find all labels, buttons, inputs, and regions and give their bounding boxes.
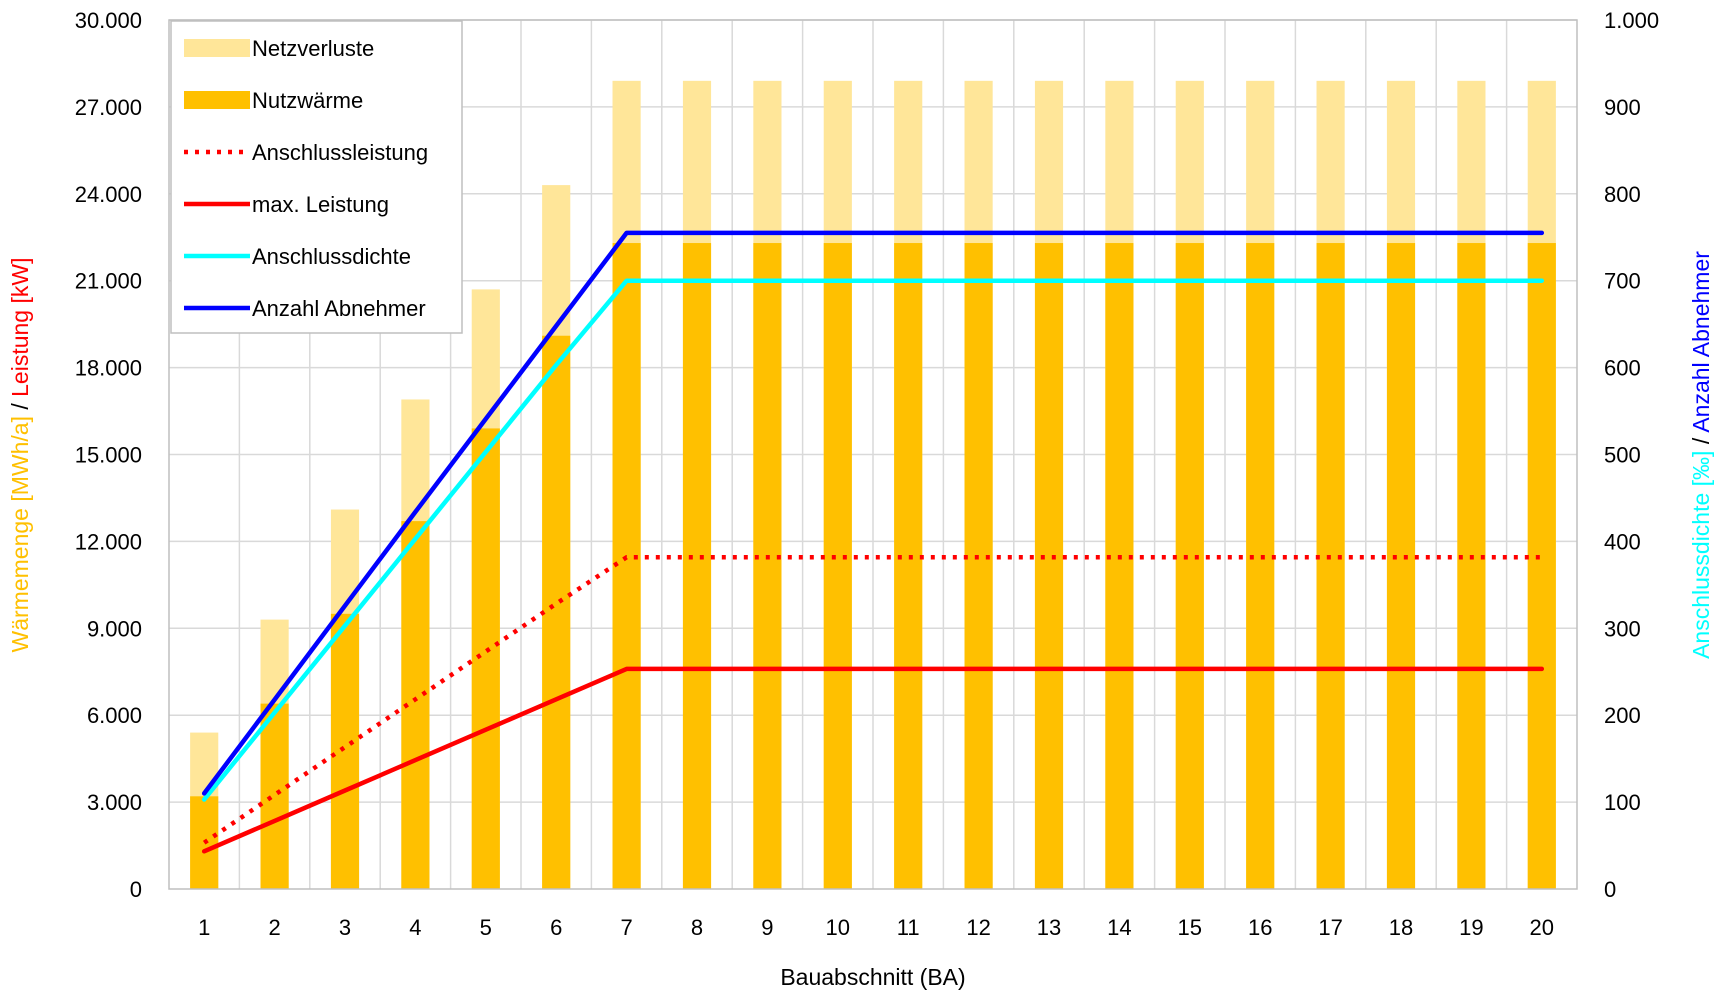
axis-title-part: Wärmemenge [MWh/a] bbox=[7, 416, 33, 652]
x-tick-label: 16 bbox=[1248, 915, 1272, 940]
y-axis-title-left: Wärmemenge [MWh/a] / Leistung [kW] bbox=[7, 258, 33, 653]
legend: Netzverluste Nutzwärme Anschlussleistung ma… bbox=[170, 20, 463, 334]
legend-label: max. Leistung bbox=[252, 192, 389, 217]
y-axis-title-right: Anschlussdichte [‰] / Anzahl Abnehmer bbox=[1688, 251, 1714, 659]
x-tick-label: 2 bbox=[268, 915, 280, 940]
x-tick-label: 5 bbox=[480, 915, 492, 940]
bar-nutzw-rme bbox=[260, 703, 289, 889]
axis-title-part: Anzahl Abnehmer bbox=[1688, 251, 1714, 433]
y-tick-label-left: 18.000 bbox=[75, 356, 142, 381]
y-tick-label-right: 600 bbox=[1604, 356, 1641, 381]
axis-title-part: / bbox=[1688, 433, 1714, 451]
bar-nutzw-rme bbox=[1246, 243, 1275, 889]
x-tick-label: 19 bbox=[1459, 915, 1483, 940]
plot-area-border bbox=[168, 19, 1578, 890]
legend-label: Netzverluste bbox=[252, 36, 374, 61]
bar-nutzw-rme bbox=[823, 243, 852, 889]
x-tick-label: 1 bbox=[198, 915, 210, 940]
x-axis-title: Bauabschnitt (BA) bbox=[780, 964, 965, 990]
legend-label: Anschlussdichte bbox=[252, 244, 411, 269]
axis-title-part: Leistung [kW] bbox=[7, 258, 33, 397]
line-anschlussleistung bbox=[202, 555, 1542, 845]
x-tick-label: 12 bbox=[966, 915, 990, 940]
bar-nutzw-rme bbox=[894, 243, 923, 889]
x-tick-label: 9 bbox=[761, 915, 773, 940]
axis-title-part: Anschlussdichte [‰] bbox=[1688, 451, 1714, 659]
y-tick-label-right: 0 bbox=[1604, 877, 1616, 902]
y-tick-label-right: 400 bbox=[1604, 529, 1641, 554]
y-tick-label-right: 1.000 bbox=[1604, 8, 1659, 33]
y-tick-label-left: 9.000 bbox=[87, 616, 142, 641]
bar-nutzw-rme bbox=[1457, 243, 1486, 889]
x-tick-label: 3 bbox=[339, 915, 351, 940]
x-tick-label: 20 bbox=[1530, 915, 1554, 940]
y-tick-label-left: 27.000 bbox=[75, 95, 142, 120]
y-tick-label-left: 12.000 bbox=[75, 529, 142, 554]
x-tick-label: 17 bbox=[1318, 915, 1342, 940]
bar-nutzw-rme bbox=[964, 243, 993, 889]
bar-nutzw-rme bbox=[1175, 243, 1204, 889]
bar-nutzw-rme bbox=[1527, 243, 1556, 889]
y-tick-label-left: 6.000 bbox=[87, 703, 142, 728]
x-tick-label: 15 bbox=[1178, 915, 1202, 940]
bar-nutzw-rme bbox=[471, 428, 500, 889]
x-tick-label: 14 bbox=[1107, 915, 1131, 940]
legend-swatch bbox=[184, 91, 250, 109]
legend-swatch bbox=[184, 39, 250, 57]
y-tick-label-left: 3.000 bbox=[87, 790, 142, 815]
legend-label: Nutzwärme bbox=[252, 88, 363, 113]
legend-label: Anzahl Abnehmer bbox=[252, 296, 426, 321]
legend-box bbox=[170, 20, 463, 334]
line-max-leistung bbox=[201, 666, 1545, 854]
x-tick-label: 7 bbox=[620, 915, 632, 940]
bar-nutzw-rme bbox=[1034, 243, 1064, 889]
bar-nutzw-rme bbox=[1386, 243, 1416, 889]
axis-title-part: / bbox=[7, 397, 33, 416]
y-tick-label-right: 300 bbox=[1604, 616, 1641, 641]
bar-nutzw-rme bbox=[542, 335, 571, 889]
line-anzahl-abnehmer bbox=[201, 230, 1545, 796]
x-tick-label: 10 bbox=[826, 915, 850, 940]
y-tick-label-left: 30.000 bbox=[75, 8, 142, 33]
legend-label: Anschlussleistung bbox=[252, 140, 428, 165]
x-tick-label: 18 bbox=[1389, 915, 1413, 940]
y-tick-label-left: 0 bbox=[130, 877, 142, 902]
y-tick-label-right: 100 bbox=[1604, 790, 1641, 815]
bar-nutzw-rme bbox=[330, 613, 360, 889]
y-tick-label-left: 15.000 bbox=[75, 443, 142, 468]
bar-nutzw-rme bbox=[1316, 243, 1345, 889]
y-tick-label-left: 24.000 bbox=[75, 182, 142, 207]
x-tick-label: 11 bbox=[897, 915, 920, 940]
bar-nutzw-rme bbox=[1105, 243, 1134, 889]
bar-nutzw-rme bbox=[753, 243, 782, 889]
y-tick-label-right: 200 bbox=[1604, 703, 1641, 728]
tick-labels: 03.0006.0009.00012.00015.00018.00021.000… bbox=[75, 8, 1659, 940]
y-tick-label-right: 700 bbox=[1604, 269, 1641, 294]
y-tick-label-left: 21.000 bbox=[75, 269, 142, 294]
y-tick-label-right: 500 bbox=[1604, 443, 1641, 468]
x-tick-label: 6 bbox=[550, 915, 562, 940]
y-tick-label-right: 900 bbox=[1604, 95, 1641, 120]
x-tick-label: 8 bbox=[691, 915, 703, 940]
y-tick-label-right: 800 bbox=[1604, 182, 1641, 207]
series-lines bbox=[201, 230, 1545, 854]
line-anschlussdichte bbox=[201, 278, 1545, 802]
bar-nutzw-rme bbox=[682, 243, 712, 889]
bars bbox=[190, 80, 1556, 890]
x-tick-label: 13 bbox=[1037, 915, 1061, 940]
x-tick-label: 4 bbox=[409, 915, 421, 940]
